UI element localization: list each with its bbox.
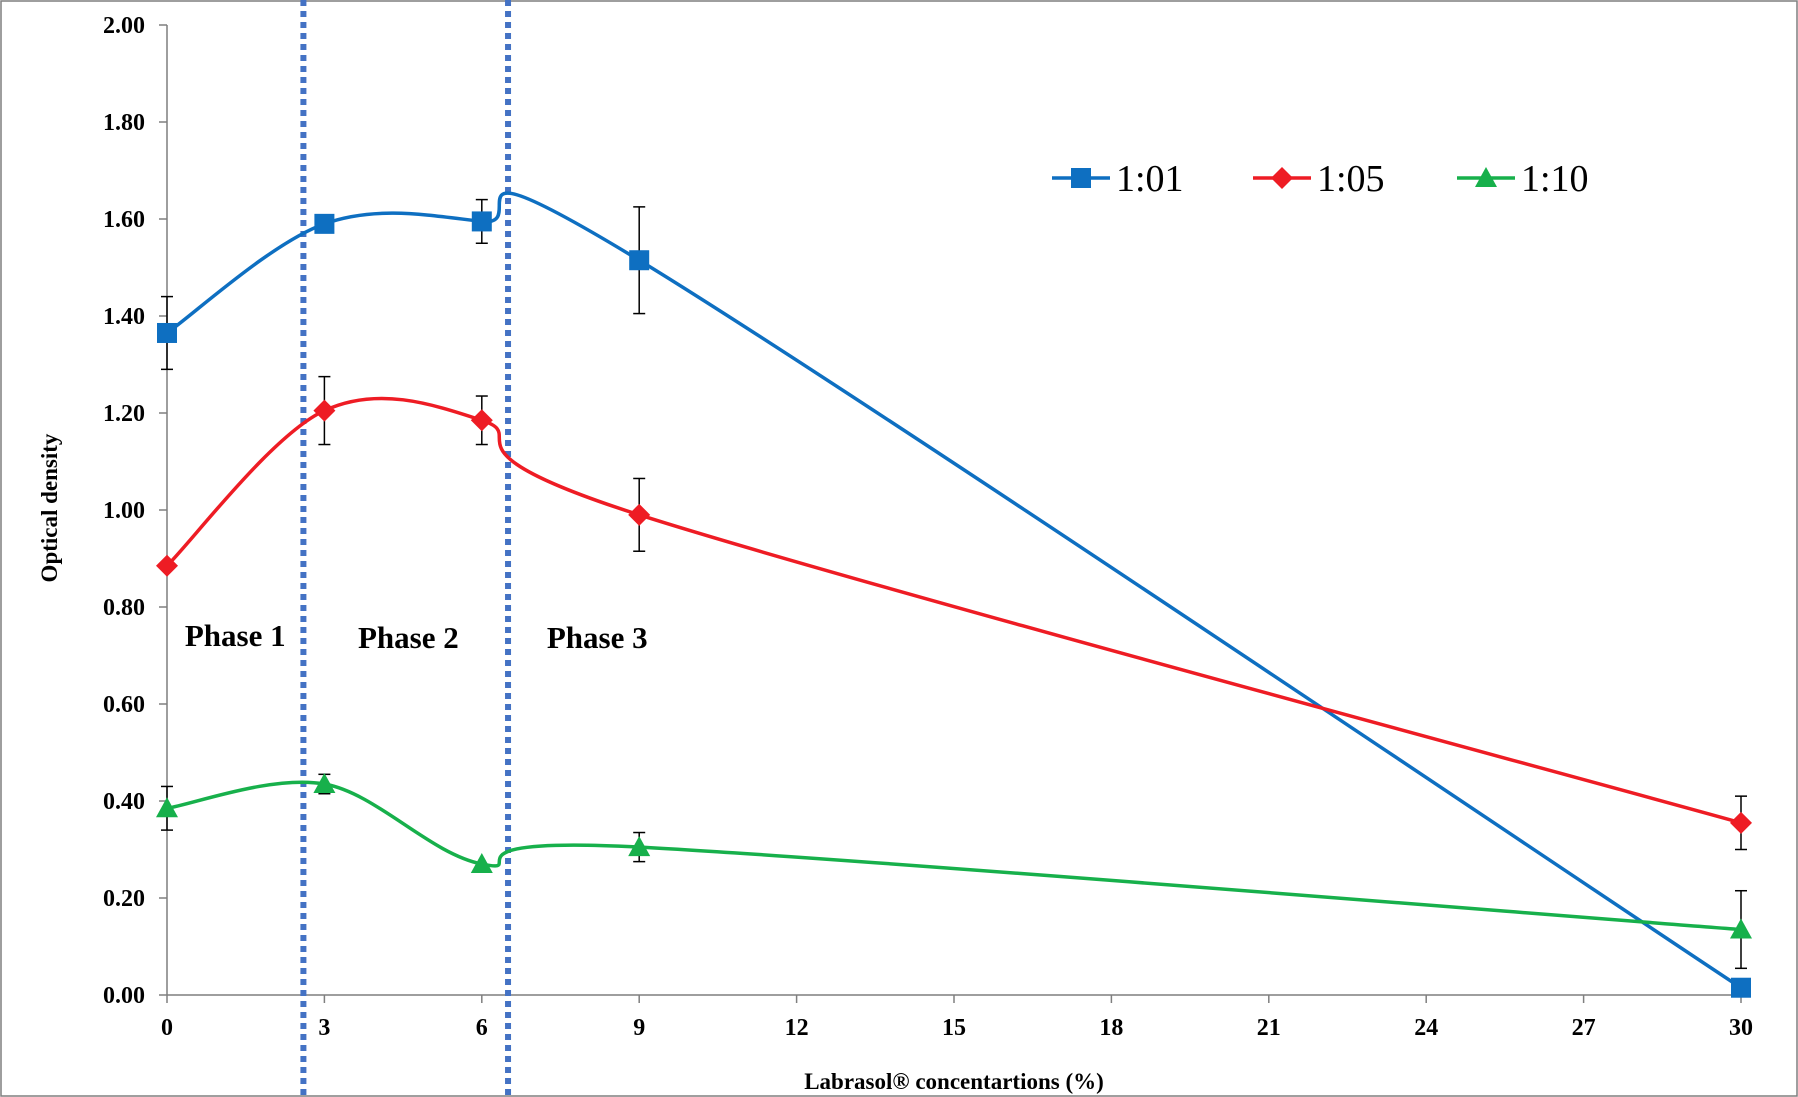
x-tick-label: 24 [1414, 1015, 1438, 1041]
legend-marker [1271, 167, 1293, 189]
series-1-05 [156, 375, 1752, 851]
legend-item: 1:10 [1457, 158, 1589, 200]
phase-boundaries [300, 0, 512, 1097]
x-tick-label: 12 [785, 1015, 809, 1041]
legend-label: 1:01 [1116, 158, 1184, 200]
y-tick-label: 1.80 [103, 110, 145, 136]
x-tick-label: 30 [1729, 1015, 1753, 1041]
data-point [470, 409, 493, 432]
series-layer [156, 191, 1752, 998]
series-1-01 [157, 191, 1751, 998]
data-point [628, 503, 651, 526]
x-tick-label: 9 [633, 1015, 645, 1041]
y-tick-label: 0.20 [103, 886, 145, 912]
data-point [628, 836, 651, 857]
x-tick-label: 27 [1572, 1015, 1596, 1041]
phase-annotations: Phase 1 Phase 2 Phase 3 [185, 618, 648, 655]
data-point [314, 213, 335, 234]
y-tick-label: 1.60 [103, 207, 145, 233]
x-tick-label: 0 [161, 1015, 173, 1041]
legend-item: 1:05 [1253, 158, 1385, 200]
phase-label: Phase 2 [358, 620, 459, 655]
y-tick-label: 0.40 [103, 789, 145, 815]
x-tick-label: 6 [476, 1015, 488, 1041]
series-line [165, 396, 1742, 825]
y-tick-label: 2.00 [103, 13, 145, 39]
y-tick-label: 0.60 [103, 692, 145, 718]
data-point [1730, 918, 1752, 939]
legend: 1:01 1:05 1:10 [1052, 158, 1589, 200]
data-point [156, 554, 178, 577]
data-point [1730, 811, 1752, 834]
x-tick-label: 18 [1099, 1015, 1123, 1041]
y-tick-label: 1.20 [103, 401, 145, 427]
data-point [157, 322, 177, 343]
x-tick-label: 3 [318, 1015, 330, 1041]
x-tick-label: 15 [942, 1015, 966, 1041]
y-axis-title: Optical density [37, 433, 62, 582]
legend-marker [1071, 168, 1091, 188]
legend-label: 1:10 [1521, 158, 1589, 200]
data-point [1731, 977, 1751, 998]
data-point [471, 211, 492, 232]
data-point [313, 399, 336, 422]
y-tick-label: 1.40 [103, 304, 145, 330]
legend-label: 1:05 [1317, 158, 1385, 200]
y-tick-label: 0.00 [103, 983, 145, 1009]
data-point [470, 853, 493, 874]
x-tick-label: 21 [1257, 1015, 1281, 1041]
y-tick-label: 1.00 [103, 498, 145, 524]
legend-item: 1:01 [1052, 158, 1184, 200]
phase-label: Phase 1 [185, 618, 286, 653]
phase-label: Phase 3 [547, 620, 648, 655]
data-point [313, 773, 336, 794]
x-axis-title: Labrasol® concentartions (%) [804, 1069, 1104, 1094]
data-point [156, 797, 178, 818]
series-1-10 [156, 773, 1752, 970]
legend-marker [1475, 167, 1497, 187]
axes: 0.00 0.20 0.40 0.60 0.80 1.00 1.20 1.40 1.60 1.80… [103, 13, 1753, 1041]
data-point [629, 250, 650, 271]
y-tick-label: 0.80 [103, 595, 145, 621]
